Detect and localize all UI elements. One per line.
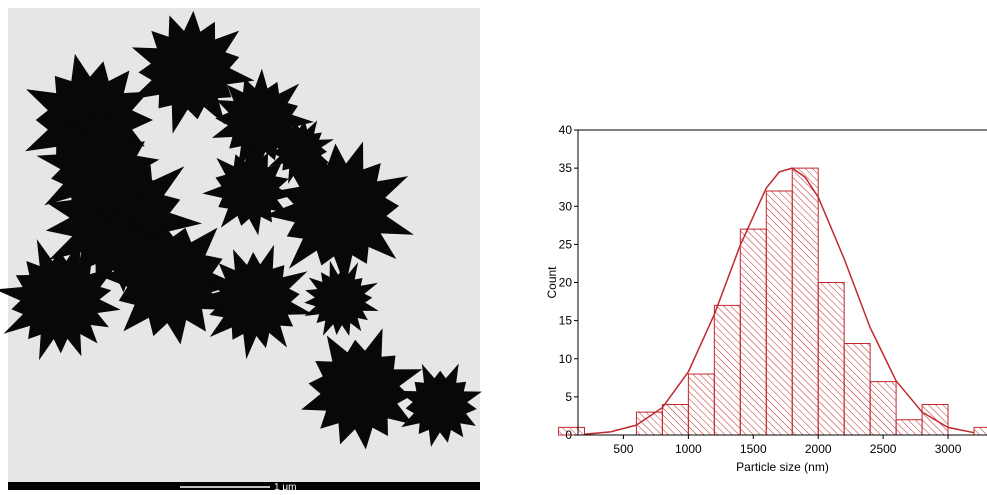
particle — [131, 10, 255, 134]
y-tick-label: 0 — [565, 428, 572, 442]
particle — [304, 260, 379, 336]
x-tick-label: 1000 — [675, 442, 702, 456]
particle — [266, 118, 334, 184]
particle — [0, 237, 121, 361]
x-axis-label: Particle size (nm) — [736, 460, 829, 474]
particle — [301, 328, 423, 450]
x-tick-label: 1500 — [740, 442, 767, 456]
histogram-plot: 0 5 10 15 20 25 30 35 40 500 1000 1500 2000 2500 3000 P… — [545, 123, 987, 474]
particle — [202, 146, 292, 236]
y-tick-label: 5 — [565, 390, 572, 404]
y-tick-label: 20 — [559, 276, 573, 290]
particle — [199, 244, 313, 360]
bar — [661, 404, 689, 436]
y-tick-label: 15 — [559, 314, 573, 328]
bar — [843, 343, 871, 436]
y-tick-label: 40 — [559, 123, 573, 137]
bar — [869, 381, 897, 436]
info-bar — [8, 482, 480, 490]
y-axis-label: Count — [545, 266, 559, 299]
bar — [791, 167, 819, 436]
bar — [973, 426, 987, 436]
y-tick-label: 35 — [559, 161, 573, 175]
y-tick-label: 10 — [559, 352, 573, 366]
particle — [396, 363, 482, 447]
x-tick-label: 2000 — [805, 442, 832, 456]
fit-curve — [584, 167, 975, 435]
x-tick-label: 500 — [613, 442, 633, 456]
y-tick-label: 30 — [559, 199, 573, 213]
y-tick-label: 25 — [559, 237, 573, 251]
bar — [713, 304, 741, 436]
scale-bar-label: 1 μm — [274, 482, 296, 490]
x-tick-label: 2500 — [870, 442, 897, 456]
particle — [98, 221, 238, 345]
bar — [687, 373, 715, 436]
bar — [817, 282, 845, 436]
bar — [739, 228, 767, 436]
bar — [765, 190, 793, 436]
particle — [36, 112, 160, 234]
bar — [558, 426, 585, 436]
bar — [895, 419, 923, 436]
particle — [264, 141, 414, 288]
x-tick-label: 3000 — [935, 442, 962, 456]
micrograph — [0, 8, 482, 486]
